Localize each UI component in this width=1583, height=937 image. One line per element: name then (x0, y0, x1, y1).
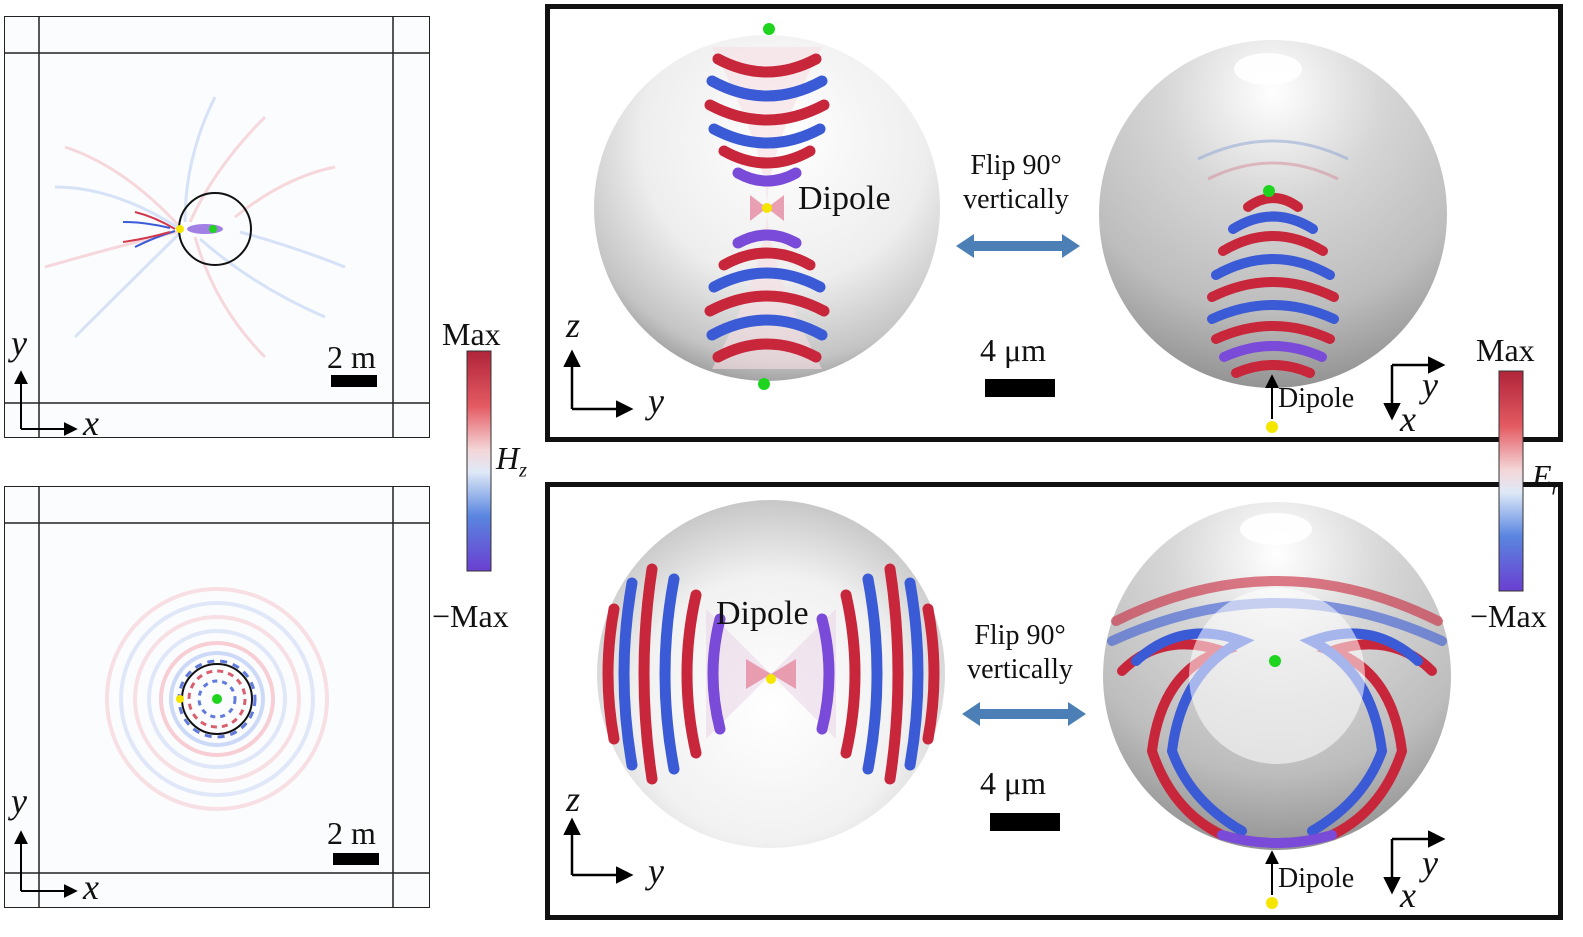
sphere-top-right (1099, 40, 1447, 388)
field-map-bottom: y x 2 m (4, 486, 430, 908)
dipole-label: Dipole (798, 180, 891, 217)
field-map-bottom-plot (5, 487, 429, 907)
scale-label: 2 m (327, 339, 376, 375)
axis-y-label: y (648, 851, 664, 891)
axis-y-label: y (648, 381, 664, 421)
panel-bottom: Dipole Flip 90° vertically 4 μm z y (545, 482, 1563, 920)
scale-bar (990, 813, 1060, 831)
dipole-small-label: Dipole (1278, 863, 1355, 894)
detector-marker (212, 694, 222, 704)
axis-y-label: y (11, 781, 27, 821)
colorbar-max-label: Max (1476, 332, 1535, 368)
colorbar-max-label: Max (442, 316, 501, 352)
colorbar-field-label: Er (1532, 458, 1560, 500)
dipole-small-label: Dipole (1278, 383, 1355, 414)
detector-marker (209, 225, 217, 233)
axis-z-label: z (566, 305, 581, 345)
panel-top: Dipole Flip 90° vertically 4 μm z y (545, 4, 1563, 442)
dipole-marker (176, 225, 184, 233)
dipole-arrow-icon (1265, 850, 1279, 909)
sphere-bottom-right (1103, 502, 1451, 850)
flip-line-2: vertically (967, 653, 1073, 685)
detector-marker-bottom (758, 378, 770, 390)
axis-y-label-right: y (1422, 365, 1438, 405)
axis-y-label-right: y (1422, 843, 1438, 883)
colorbar-min-label: −Max (432, 598, 509, 634)
field-map-top: y x 2 m (4, 16, 430, 443)
axis-z-label: z (566, 779, 581, 819)
axis-x-label-right: x (1400, 399, 1416, 439)
flip-label: Flip 90° vertically (936, 149, 1096, 216)
axis-x-label: x (83, 867, 99, 907)
flip-line-1: Flip 90° (974, 620, 1066, 651)
colorbar-field-label: Hz (496, 440, 527, 482)
colorbar-gradient (1498, 370, 1524, 592)
scale-label: 4 μm (980, 332, 1047, 368)
dipole-label: Dipole (716, 595, 809, 632)
double-arrow-icon (956, 234, 1080, 258)
scale-label: 4 μm (980, 765, 1047, 801)
axes-icon-yx (1383, 356, 1446, 421)
axes-icon-zy (563, 349, 634, 418)
double-arrow-icon (962, 702, 1086, 726)
colorbar-min-label: −Max (1470, 598, 1547, 634)
detector-marker (1263, 185, 1275, 197)
sphere-top-left (594, 23, 940, 390)
axis-x-label-right: x (1400, 875, 1416, 915)
colorbar-gradient (466, 350, 492, 572)
detector-marker-top (763, 23, 775, 35)
colorbar-er: Max Er −Max (1470, 334, 1580, 634)
detector-marker (1269, 655, 1281, 667)
sphere-bottom-left (597, 500, 945, 848)
scale-bar (985, 379, 1055, 397)
flip-line-1: Flip 90° (970, 150, 1062, 181)
axes-icon-yx (1383, 830, 1446, 895)
axis-x-label: x (83, 403, 99, 443)
field-map-top-plot (5, 17, 429, 437)
axis-y-label: y (11, 323, 27, 363)
dipole-arrow-icon (1265, 374, 1279, 433)
dipole-marker (766, 674, 776, 684)
colorbar-hz: Max Hz −Max (432, 318, 542, 638)
scale-label: 2 m (327, 815, 376, 851)
flip-line-2: vertically (963, 183, 1069, 215)
dipole-marker (762, 203, 772, 213)
dipole-marker (176, 695, 184, 703)
flip-label: Flip 90° vertically (940, 619, 1100, 686)
axes-icon-zy (563, 817, 634, 884)
